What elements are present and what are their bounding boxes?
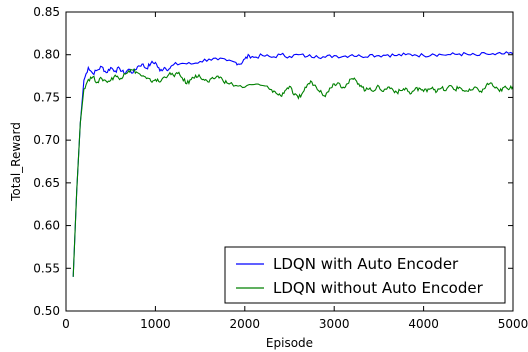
x-tick-label: 4000 [408,317,439,331]
x-tick-label: 5000 [498,317,528,331]
x-tick-label: 1000 [140,317,171,331]
y-tick-label: 0.50 [33,304,60,318]
x-tick-label: 2000 [230,317,261,331]
y-tick-label: 0.75 [33,90,60,104]
legend-label-without-auto-encoder: LDQN without Auto Encoder [273,279,484,297]
plot-area-frame [65,11,514,312]
x-axis-label: Episode [266,336,313,350]
y-tick-label: 0.80 [33,48,60,62]
y-tick-label: 0.70 [33,133,60,147]
y-tick-label: 0.85 [33,5,60,19]
legend-box [224,246,506,304]
y-axis-label: Total_Reward [9,122,23,202]
y-tick-label: 0.55 [33,261,60,275]
x-tick-label: 3000 [319,317,350,331]
series-layer [72,51,514,277]
ticks-layer: 0 1000 2000 3000 4000 5000 0.50 0.55 0.60 0.65 0.7… [33,5,528,331]
legend: LDQN with Auto Encoder LDQN without Auto… [224,246,506,304]
y-tick-label: 0.60 [33,219,60,233]
series-line-without-auto-encoder [72,68,514,277]
y-tick-label: 0.65 [33,176,60,190]
legend-label-with-auto-encoder: LDQN with Auto Encoder [273,255,459,273]
series-line-with-auto-encoder [72,51,514,277]
x-tick-label: 0 [62,317,70,331]
